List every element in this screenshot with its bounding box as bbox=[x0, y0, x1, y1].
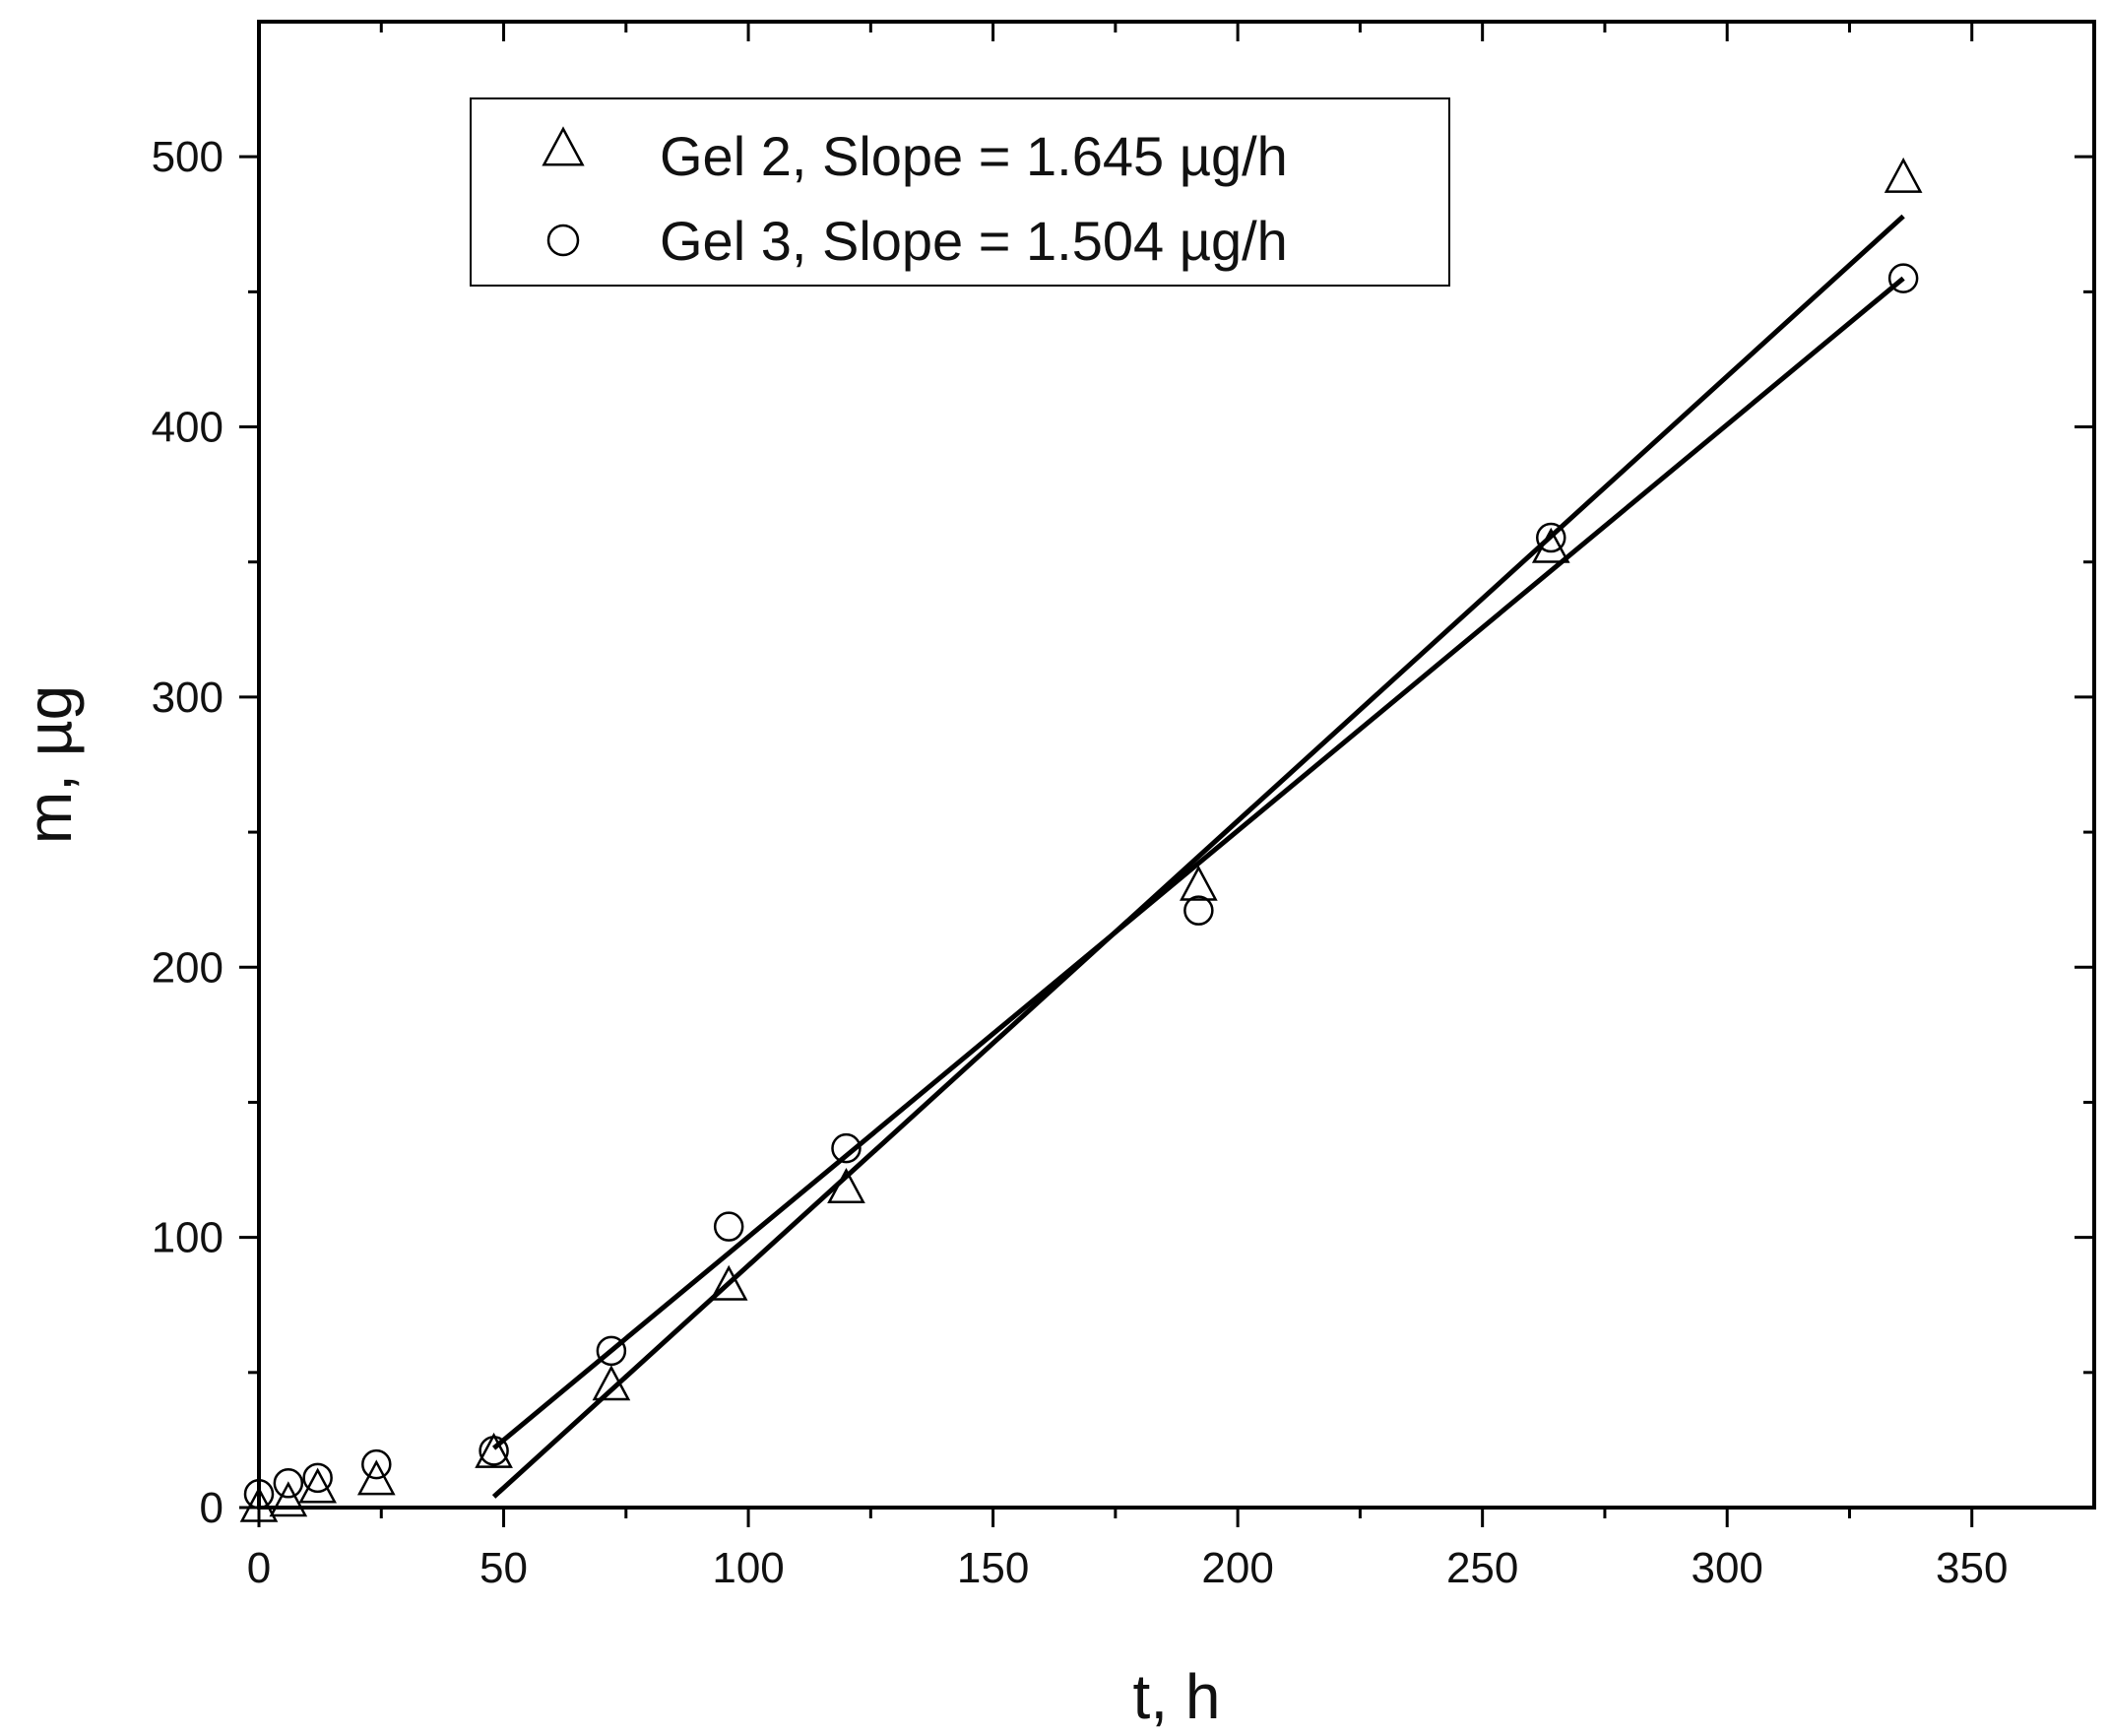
x-tick-label: 300 bbox=[1691, 1544, 1762, 1592]
x-tick-label: 250 bbox=[1446, 1544, 1518, 1592]
x-tick-label: 50 bbox=[479, 1544, 528, 1592]
data-point-circle bbox=[302, 1462, 333, 1494]
y-tick-label: 100 bbox=[152, 1214, 224, 1262]
x-tick-label: 150 bbox=[957, 1544, 1029, 1592]
x-axis-title: t, h bbox=[1133, 1661, 1221, 1732]
fit-line-series-1 bbox=[491, 214, 1905, 1499]
y-axis-title: m, µg bbox=[14, 685, 85, 844]
data-point-circle bbox=[1183, 895, 1214, 926]
data-point-triangle bbox=[298, 1467, 337, 1504]
data-point-triangle bbox=[1884, 157, 1923, 193]
legend: Gel 2, Slope = 1.645 µg/h Gel 3, Slope =… bbox=[470, 97, 1450, 287]
data-point-circle bbox=[361, 1448, 392, 1480]
ticks-layer: 0 50 100 150 200 250 300 350 0 100 200 300 400 500 bbox=[152, 22, 2094, 1592]
x-tick-label: 200 bbox=[1201, 1544, 1273, 1592]
y-tick-label: 500 bbox=[152, 133, 224, 181]
data-point-triangle bbox=[269, 1481, 308, 1517]
legend-entry-gel-3: Gel 3, Slope = 1.504 µg/h bbox=[660, 210, 1288, 272]
x-tick-label: 0 bbox=[247, 1544, 271, 1592]
data-point-triangle bbox=[1531, 527, 1570, 563]
data-point-circle bbox=[479, 1436, 509, 1466]
plot-area-frame bbox=[257, 20, 2096, 1510]
data-point-circle bbox=[1887, 263, 1919, 293]
data-point-triangle bbox=[1180, 865, 1218, 901]
legend-marker-circle bbox=[546, 224, 580, 257]
data-point-triangle bbox=[475, 1432, 513, 1468]
fit-line-series-2 bbox=[491, 276, 1905, 1450]
data-point-circle bbox=[713, 1211, 744, 1242]
data-point-triangle bbox=[592, 1365, 631, 1401]
y-tick-label: 200 bbox=[152, 943, 224, 992]
points-layer bbox=[239, 157, 1923, 1522]
x-tick-label: 350 bbox=[1936, 1544, 2008, 1592]
y-tick-label: 0 bbox=[200, 1484, 224, 1532]
legend-box bbox=[470, 97, 1450, 287]
legend-entry-gel-2: Gel 2, Slope = 1.645 µg/h bbox=[660, 125, 1288, 187]
y-tick-label: 300 bbox=[152, 674, 224, 722]
data-point-triangle bbox=[709, 1264, 748, 1301]
data-point-circle bbox=[1536, 522, 1566, 553]
data-point-circle bbox=[273, 1468, 304, 1499]
data-point-triangle bbox=[356, 1459, 396, 1496]
legend-marker-triangle bbox=[542, 126, 585, 166]
y-tick-label: 400 bbox=[152, 404, 224, 452]
data-point-triangle bbox=[827, 1168, 865, 1204]
data-point-circle bbox=[596, 1335, 627, 1367]
data-point-circle bbox=[831, 1132, 862, 1164]
x-tick-label: 100 bbox=[712, 1544, 784, 1592]
fit-lines-layer bbox=[491, 214, 1905, 1499]
